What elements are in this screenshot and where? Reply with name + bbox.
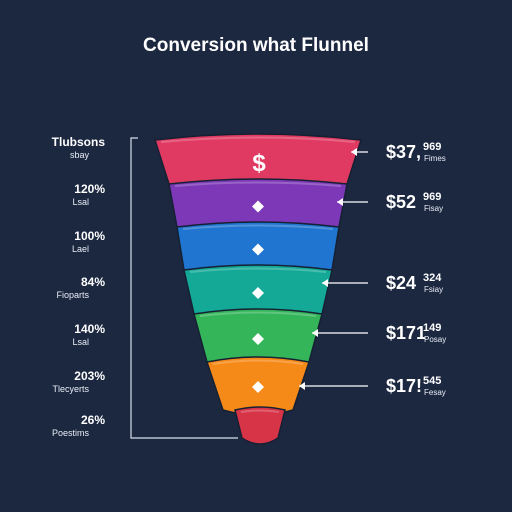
left-label-main: Tlubsons [52,135,106,149]
right-label-small: 969 [423,141,441,153]
dollar-icon: $ [252,150,266,177]
left-label-4: 84%Fioparts [56,275,105,300]
funnel-layer: $ [154,133,362,445]
arrow-icon [351,148,357,156]
funnel-segment-highlight-2 [174,181,342,187]
left-label-5: 140%Lsal [72,322,105,347]
diamond-icon [252,200,264,213]
right-label-main: $17! [386,376,422,396]
left-label-6: 203%Tlecyerts [52,369,105,394]
right-label-sub: Posay [424,335,446,344]
diamond-icon [252,333,264,345]
left-label-3: 100%Lael [72,229,105,254]
funnel-stage-5 [193,308,323,368]
right-label-small: 545 [423,375,441,387]
left-label-layer: Tlubsonssbay120%Lsal100%Lael84%Fioparts1… [52,135,106,438]
funnel-stage-1: $ [154,133,362,191]
funnel-stage-7 [234,406,286,445]
diamond-icon [252,287,264,299]
left-label-main: 26% [81,413,105,427]
arrow-icon [337,198,343,206]
left-bracket [130,137,238,439]
left-label-main: 84% [81,275,105,289]
funnel-segment-7 [234,406,286,445]
right-label-small: 969 [423,191,441,203]
left-label-main: 203% [74,369,105,383]
diamond-icon [252,381,264,393]
funnel-segment-highlight-3 [182,224,334,230]
funnel-segment-highlight-6 [212,359,304,365]
left-label-7: 26%Poestims [52,413,105,438]
funnel-segment-highlight-7 [240,409,280,413]
right-label-sub: Fisay [424,204,443,213]
right-label-main: $37, [386,142,421,162]
funnel-segment-highlight-4 [189,267,327,273]
left-label-sub: Poestims [52,428,90,438]
left-label-main: 100% [74,229,105,243]
arrow-icon [322,279,328,287]
right-label-main: $52 [386,192,416,212]
funnel-stage-2 [168,178,348,233]
right-label-main: $171 [386,323,426,343]
right-label-sub: Fesay [424,388,446,397]
left-label-sub: sbay [70,150,90,160]
right-label-small: 149 [423,322,441,334]
right-label-small: 324 [423,272,442,284]
left-label-sub: Lael [72,244,89,254]
left-label-2: 120%Lsal [72,182,105,207]
funnel-stage-6 [206,356,310,416]
right-label-sub: Fsiay [424,285,443,294]
right-label-sub: Fimes [424,154,446,163]
funnel-segment-highlight-5 [199,311,317,317]
left-label-main: 120% [74,182,105,196]
diamond-icon [252,243,264,256]
arrow-icon [299,382,305,390]
left-label-sub: Fioparts [56,290,89,300]
left-label-sub: Lsal [72,197,89,207]
left-label-main: 140% [74,322,105,336]
funnel-segment-highlight-1 [160,136,356,143]
left-label-sub: Tlecyerts [52,384,89,394]
arrow-icon [312,329,318,337]
chart-title: Conversion what Flunnel [143,35,369,56]
left-label-sub: Lsal [72,337,89,347]
right-label-main: $24 [386,273,416,293]
